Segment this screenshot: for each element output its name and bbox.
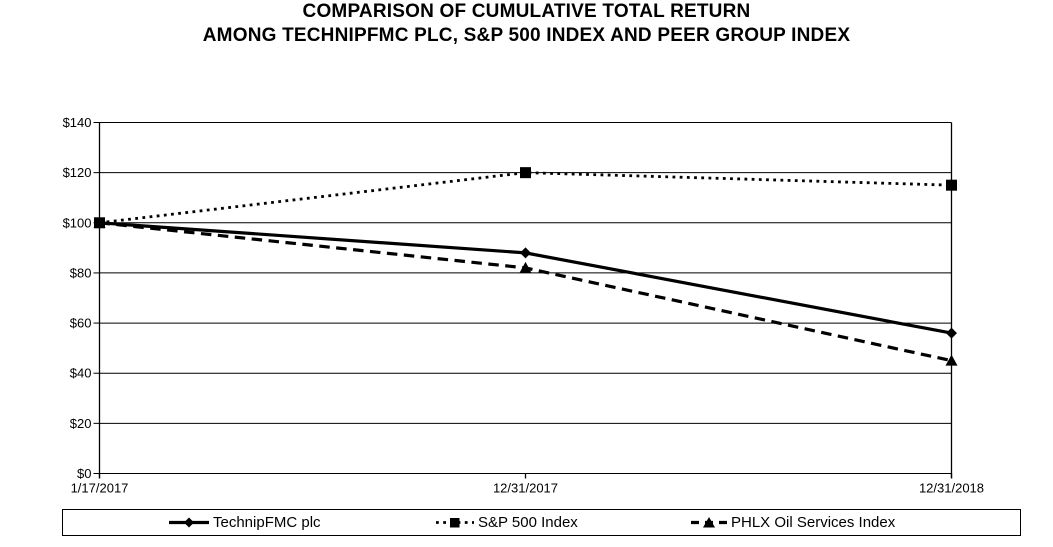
marker-square-s-p-500-index [94,217,105,229]
marker-diamond-technipfmc-plc [946,327,957,339]
legend-sample-dotted-line-square-icon [436,518,474,528]
legend-item-technipfmc: TechnipFMC plc [169,510,321,535]
legend-sample-dashed-line-triangle-icon [691,517,727,528]
y-axis-tick-label: $20 [70,416,92,431]
legend-item-phlx: PHLX Oil Services Index [691,510,895,535]
chart-title-line2: AMONG TECHNIPFMC PLC, S&P 500 INDEX AND … [202,24,851,46]
legend-label-technipfmc: TechnipFMC plc [213,514,321,531]
series-line-technipfmc-plc [99,221,952,335]
marker-triangle-phlx-oil-services-index [519,261,532,273]
marker-square-s-p-500-index [946,179,957,191]
marker-diamond-technipfmc-plc [520,247,531,259]
marker-triangle-phlx-oil-services-index [945,354,958,366]
x-axis-tick-label: 12/31/2017 [493,481,558,496]
marker-square-s-p-500-index [520,167,531,179]
y-axis-tick-label: $120 [63,165,92,180]
x-axis-tick-label: 12/31/2018 [919,481,984,496]
y-axis-tick-label: $0 [77,466,91,481]
y-axis-tick-label: $40 [70,366,92,381]
legend-label-sp500: S&P 500 Index [478,514,578,531]
series-line-s-p-500-index [99,171,952,225]
chart-title-line1: COMPARISON OF CUMULATIVE TOTAL RETURN [302,1,751,22]
chart-title: COMPARISON OF CUMULATIVE TOTAL RETURN AM… [0,0,1053,47]
x-axis-tick-label: 1/17/2017 [71,481,129,496]
y-axis-tick-label: $80 [70,265,92,280]
legend-item-sp500: S&P 500 Index [436,510,578,535]
legend-label-phlx: PHLX Oil Services Index [731,514,896,531]
chart-legend: TechnipFMC plc S&P 500 Index PHLX Oil Se… [62,509,1021,536]
y-axis-tick-label: $140 [63,115,92,130]
legend-sample-solid-line-diamond-icon [169,517,209,528]
y-axis-tick-label: $100 [63,215,92,230]
y-axis-tick-label: $60 [70,316,92,331]
series-line-phlx-oil-services-index [99,221,952,363]
